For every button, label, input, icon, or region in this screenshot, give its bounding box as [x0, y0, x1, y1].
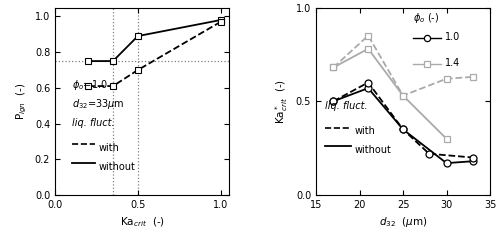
Text: $d_{32}$=33$\mu$m: $d_{32}$=33$\mu$m: [72, 97, 125, 111]
X-axis label: $d_{32}$  ($\mu$m): $d_{32}$ ($\mu$m): [378, 216, 428, 230]
Text: with: with: [98, 143, 119, 153]
Text: liq. fluct.: liq. fluct.: [324, 101, 368, 111]
X-axis label: Ka$_{crit}$  (-): Ka$_{crit}$ (-): [120, 216, 164, 229]
Text: without: without: [98, 162, 136, 172]
Text: without: without: [354, 145, 391, 155]
Text: liq. fluct.: liq. fluct.: [72, 118, 115, 128]
Text: 1.4: 1.4: [445, 58, 460, 68]
Text: $\phi_o$=1.0: $\phi_o$=1.0: [72, 78, 108, 92]
Y-axis label: P$_{ign}$  (-): P$_{ign}$ (-): [15, 82, 29, 120]
Y-axis label: Ka$^*_{crit}$  (-): Ka$^*_{crit}$ (-): [274, 79, 290, 124]
Text: 1.0: 1.0: [445, 32, 460, 42]
Text: with: with: [354, 126, 375, 136]
Text: $\phi_o$ (-): $\phi_o$ (-): [414, 11, 440, 25]
